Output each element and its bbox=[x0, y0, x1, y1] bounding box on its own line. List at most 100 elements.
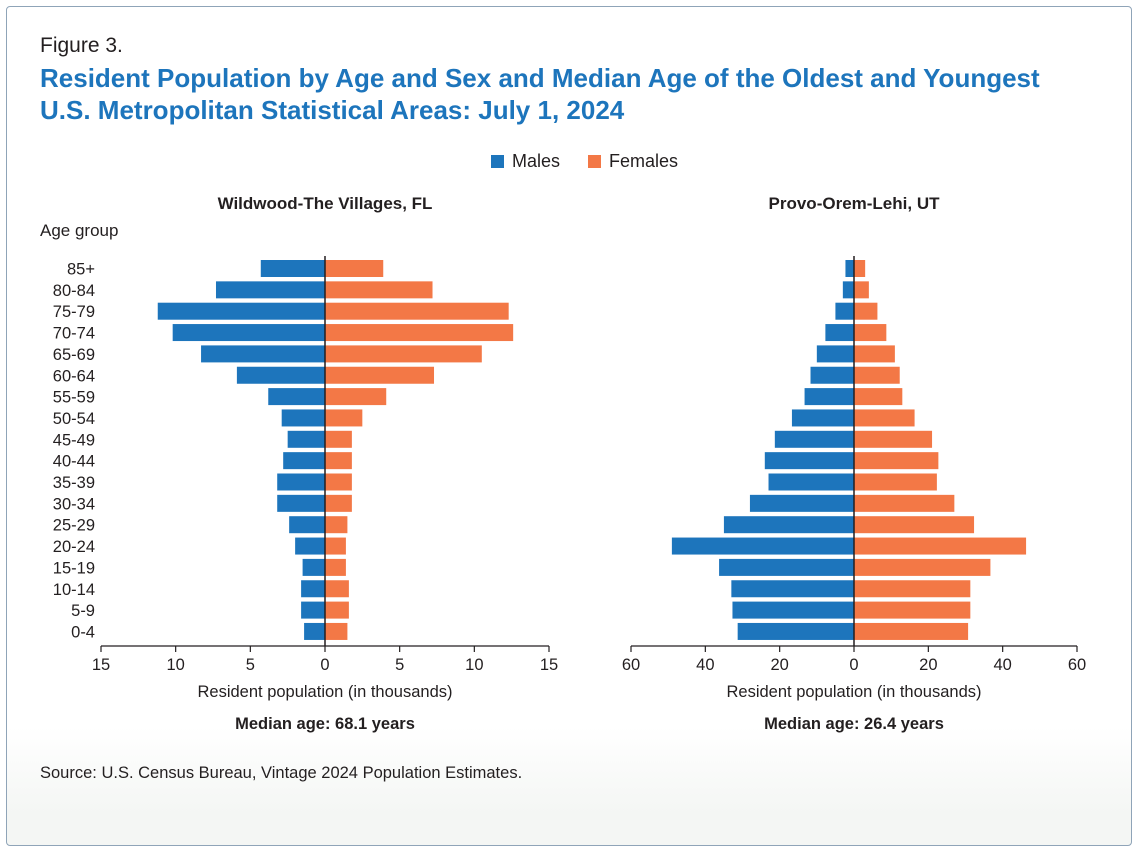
legend-item-males: Males bbox=[491, 151, 560, 172]
bar-female bbox=[325, 260, 384, 277]
bar-male bbox=[791, 409, 854, 427]
bar-female bbox=[325, 601, 349, 619]
age-label: 20-24 bbox=[53, 538, 95, 556]
age-label: 60-64 bbox=[53, 367, 95, 385]
x-tick-label: 40 bbox=[696, 656, 714, 674]
source-note: Source: U.S. Census Bureau, Vintage 2024… bbox=[40, 764, 523, 782]
bar-male bbox=[295, 537, 325, 555]
bar-female bbox=[325, 622, 348, 640]
bar-male bbox=[215, 281, 325, 299]
x-tick-label: 5 bbox=[395, 656, 404, 674]
x-tick-label: 40 bbox=[993, 656, 1011, 674]
bar-female bbox=[854, 430, 933, 448]
bar-male bbox=[774, 430, 854, 448]
bar-male bbox=[301, 601, 325, 619]
bar-female bbox=[854, 622, 969, 640]
bar-female bbox=[854, 452, 939, 470]
bar-female bbox=[325, 452, 352, 470]
age-label: 30-34 bbox=[53, 495, 95, 513]
bar-male bbox=[301, 580, 325, 598]
bar-female bbox=[854, 409, 915, 427]
age-label: 70-74 bbox=[53, 325, 95, 343]
bar-female bbox=[854, 516, 975, 534]
bar-male bbox=[201, 345, 325, 363]
bar-female bbox=[854, 558, 991, 576]
bar-male bbox=[804, 388, 854, 406]
bar-male bbox=[260, 260, 325, 277]
bar-female bbox=[854, 281, 869, 299]
x-tick-label: 10 bbox=[166, 656, 184, 674]
x-axis-label-provo: Resident population (in thousands) bbox=[726, 683, 981, 701]
legend: Males Females bbox=[491, 151, 696, 172]
bar-male bbox=[737, 622, 854, 640]
legend-swatch-males bbox=[491, 155, 504, 168]
age-label: 80-84 bbox=[53, 282, 95, 300]
bar-male bbox=[281, 409, 325, 427]
bar-female bbox=[325, 558, 346, 576]
bar-female bbox=[854, 473, 937, 491]
pyramid-charts: Age group Wildwood-The Villages, FL 85+ 80-… bbox=[40, 194, 1086, 733]
bar-female bbox=[325, 580, 349, 598]
age-label: 5-9 bbox=[71, 602, 95, 620]
age-label: 50-54 bbox=[53, 410, 95, 428]
bar-female bbox=[325, 473, 352, 491]
x-tick-label: 20 bbox=[770, 656, 788, 674]
bar-female bbox=[854, 324, 887, 342]
bar-male bbox=[283, 452, 325, 470]
bar-male bbox=[671, 537, 854, 555]
age-label: 65-69 bbox=[53, 346, 95, 364]
bar-female bbox=[325, 281, 433, 299]
bar-female bbox=[325, 388, 387, 406]
median-age-provo: Median age: 26.4 years bbox=[764, 715, 944, 733]
bar-female bbox=[325, 516, 348, 534]
bar-male bbox=[764, 452, 854, 470]
age-label: 45-49 bbox=[53, 431, 95, 449]
legend-label-females: Females bbox=[609, 151, 679, 171]
bar-male bbox=[719, 558, 854, 576]
bar-male bbox=[289, 516, 325, 534]
x-tick-label: 5 bbox=[246, 656, 255, 674]
bar-female bbox=[325, 494, 352, 512]
x-tick-label: 0 bbox=[849, 656, 858, 674]
age-label: 25-29 bbox=[53, 517, 95, 535]
x-tick-label: 15 bbox=[92, 656, 110, 674]
age-label: 35-39 bbox=[53, 474, 95, 492]
age-label: 15-19 bbox=[53, 559, 95, 577]
x-tick-label: 15 bbox=[540, 656, 558, 674]
bar-male bbox=[825, 324, 854, 342]
bar-female bbox=[325, 324, 514, 342]
x-tick-label: 60 bbox=[622, 656, 640, 674]
legend-swatch-females bbox=[588, 155, 602, 168]
bar-female bbox=[325, 345, 482, 363]
bar-male bbox=[842, 281, 854, 299]
x-tick-label: 60 bbox=[1068, 656, 1086, 674]
age-label: 75-79 bbox=[53, 303, 95, 321]
bar-male bbox=[732, 601, 854, 619]
bar-male bbox=[749, 494, 854, 512]
bar-female bbox=[854, 260, 866, 277]
bar-female bbox=[325, 430, 352, 448]
bar-male bbox=[723, 516, 854, 534]
figure-frame bbox=[6, 6, 1132, 846]
bar-female bbox=[325, 409, 363, 427]
x-axis-label-wildwood: Resident population (in thousands) bbox=[197, 683, 452, 701]
bar-male bbox=[277, 473, 325, 491]
age-label: 0-4 bbox=[71, 623, 95, 641]
bar-male bbox=[816, 345, 854, 363]
chart-title: Resident Population by Age and Sex and M… bbox=[40, 63, 1040, 125]
legend-item-females: Females bbox=[588, 151, 678, 172]
bar-female bbox=[854, 302, 878, 320]
x-tick-label: 10 bbox=[465, 656, 483, 674]
legend-label-males: Males bbox=[512, 151, 561, 171]
bar-female bbox=[325, 537, 346, 555]
bar-female bbox=[854, 366, 900, 384]
bar-male bbox=[287, 430, 325, 448]
bar-male bbox=[835, 302, 854, 320]
bar-female bbox=[854, 388, 903, 406]
bar-male bbox=[810, 366, 854, 384]
panel-title-wildwood: Wildwood-The Villages, FL bbox=[218, 194, 433, 213]
age-label: 85+ bbox=[67, 261, 95, 279]
bar-male bbox=[172, 324, 325, 342]
bar-female bbox=[325, 366, 435, 384]
bar-male bbox=[302, 558, 325, 576]
